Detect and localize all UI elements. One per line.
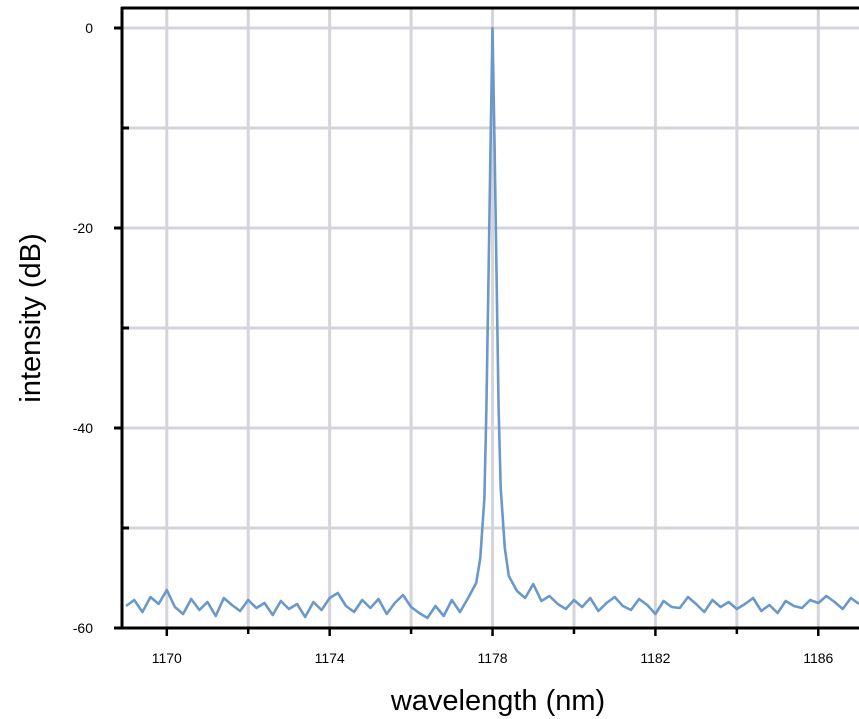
y-tick-label: -60 xyxy=(73,620,93,636)
y-tick-label: 0 xyxy=(85,20,93,36)
x-tick-label: 1178 xyxy=(477,650,507,666)
x-tick-label: 1170 xyxy=(152,650,182,666)
x-tick-label: 1182 xyxy=(640,650,670,666)
y-axis-label: intensity (dB) xyxy=(15,233,47,402)
y-tick-label: -40 xyxy=(73,420,93,436)
y-tick-label: -20 xyxy=(73,220,93,236)
y-ticks xyxy=(114,26,129,630)
x-axis-label: wavelength (nm) xyxy=(390,685,605,717)
x-tick-label: 1186 xyxy=(803,650,833,666)
plot-area xyxy=(125,26,859,620)
series-line xyxy=(125,26,859,620)
y-tick-labels: 0 -20 -40 -60 xyxy=(73,20,93,636)
x-tick-labels: 1170 1174 1178 1182 1186 xyxy=(152,650,834,666)
x-ticks xyxy=(165,628,820,636)
x-tick-label: 1174 xyxy=(315,650,345,666)
horizontal-gridlines xyxy=(122,26,859,630)
vertical-gridlines xyxy=(165,8,820,628)
